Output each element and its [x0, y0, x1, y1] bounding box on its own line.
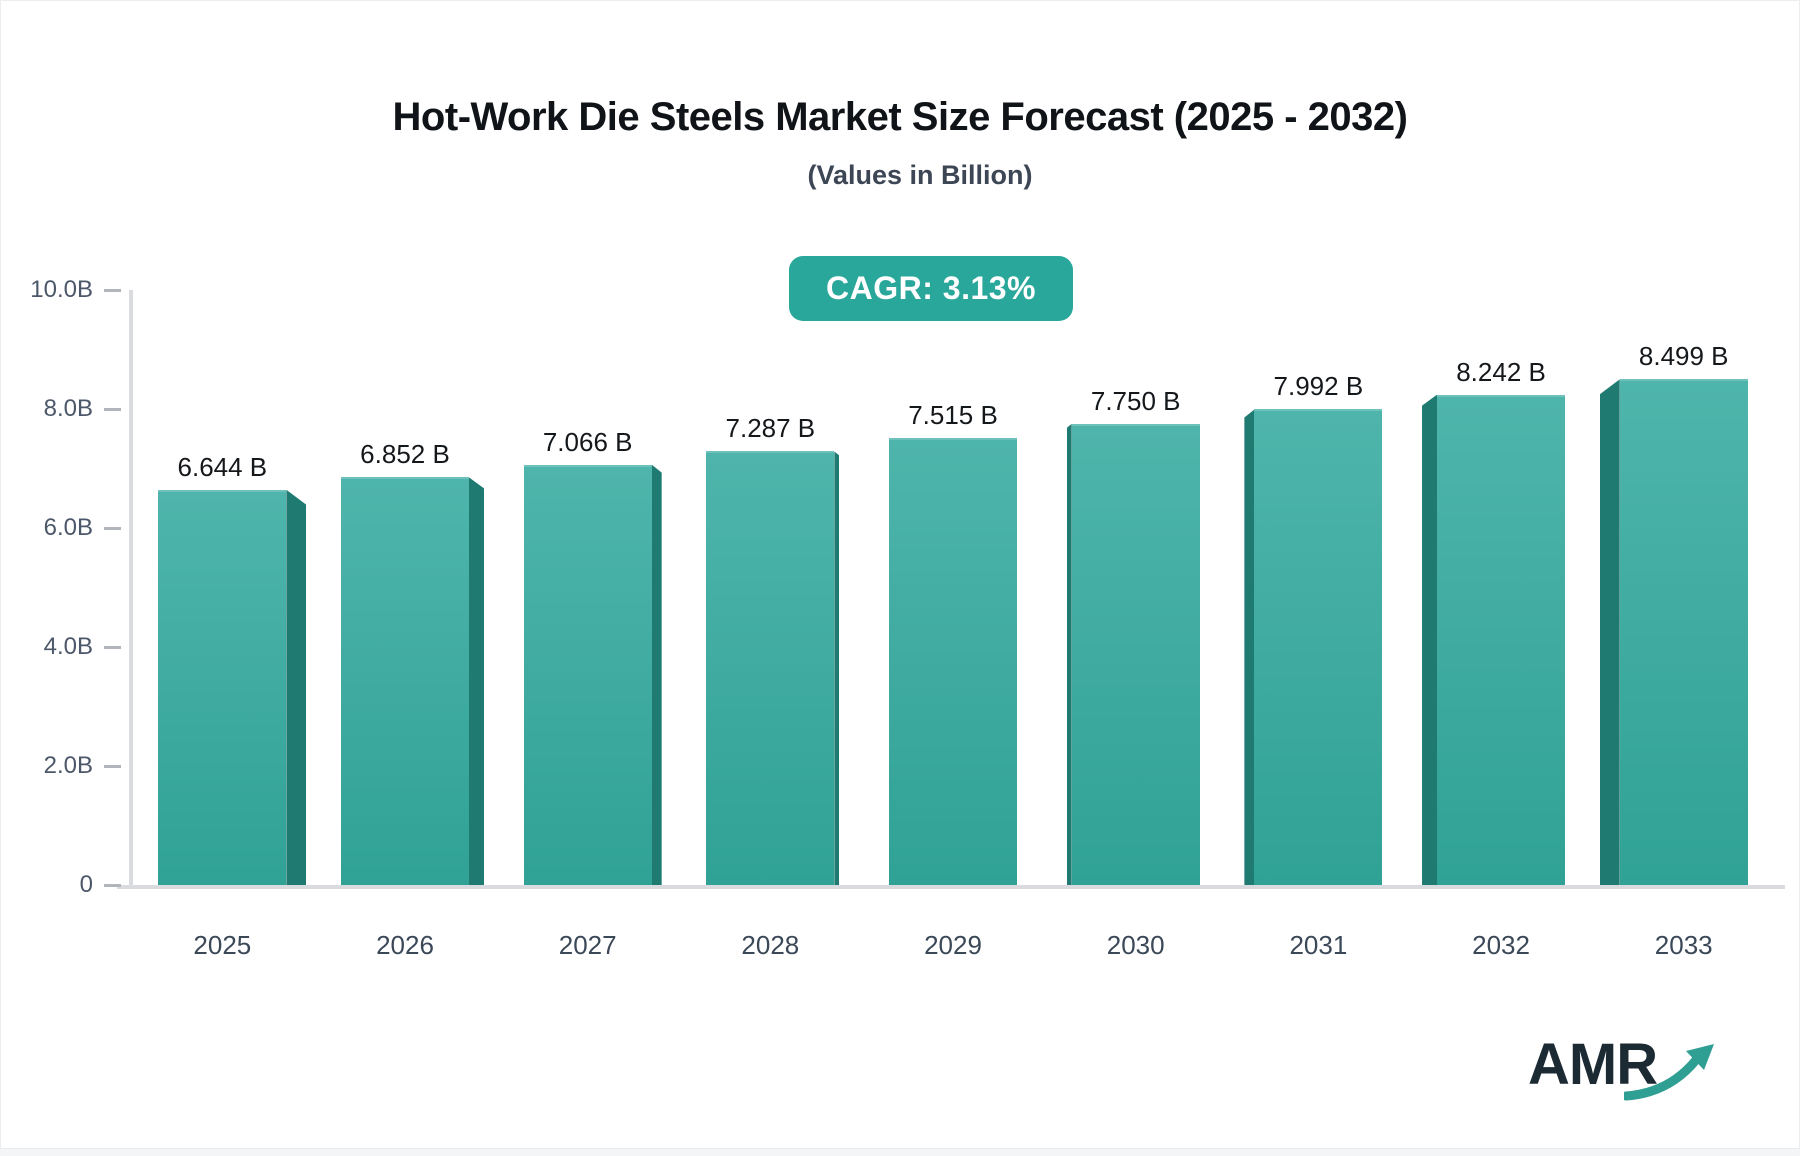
y-tick-label: 0	[79, 871, 93, 898]
y-tick-label: 2.0B	[43, 752, 93, 779]
chart-title: Hot-Work Die Steels Market Size Forecast…	[392, 95, 1408, 139]
bar-face	[523, 464, 652, 885]
bar-face	[1437, 394, 1566, 885]
bar-face	[341, 477, 469, 885]
bar-slot: 7.750 B	[1044, 290, 1227, 885]
bar-value-label: 7.515 B	[908, 399, 998, 430]
bar-side-shadow	[1066, 423, 1072, 885]
bar-2030: 7.750 B	[1066, 386, 1200, 885]
bar-slot: 7.287 B	[679, 290, 862, 885]
bar-2029: 7.515 B	[889, 400, 1018, 885]
x-tick-label-2030: 2030	[1106, 930, 1165, 960]
bar-slot: 7.515 B	[862, 290, 1045, 885]
x-tick-label-2027: 2027	[558, 930, 617, 960]
bar-2026: 6.852 B	[341, 439, 484, 885]
x-tick-label-2025: 2025	[193, 930, 252, 960]
x-tick-label-2028: 2028	[741, 930, 800, 960]
bar-face	[1254, 409, 1383, 885]
x-axis-line	[117, 885, 1785, 889]
bar-side-shadow	[469, 477, 484, 885]
y-tick-label: 10.0B	[30, 276, 93, 303]
y-axis-line	[129, 290, 133, 889]
bar-face	[158, 489, 287, 885]
bar-slot: 7.992 B	[1227, 290, 1410, 885]
bar-side-shadow	[1599, 379, 1620, 885]
x-tick-label-2026: 2026	[376, 930, 434, 960]
bar-slot: 8.242 B	[1410, 290, 1593, 885]
plot-area: 6.644 B 6.852 B 7.066 B 7.287 B 7.515 B 7.750…	[30, 276, 1785, 898]
bar-slot: 6.644 B	[131, 290, 314, 885]
y-tick-mark	[104, 765, 121, 768]
bar-value-label: 7.287 B	[725, 413, 816, 444]
bar-slot: 6.852 B	[314, 290, 497, 885]
bars-container: 6.644 B 6.852 B 7.066 B 7.287 B 7.515 B 7.750…	[131, 290, 1775, 885]
bar-2028: 7.287 B	[706, 413, 840, 885]
bar-value-label: 6.644 B	[177, 451, 268, 482]
cagr-badge: CAGR: 3.13%	[789, 256, 1073, 321]
bar-value-label: 7.066 B	[542, 426, 633, 457]
y-tick-mark	[104, 408, 121, 411]
x-tick-label-2033: 2033	[1654, 930, 1713, 960]
amr-logo: AMR	[1528, 1030, 1728, 1110]
x-tick-label-2029: 2029	[924, 930, 982, 960]
chart-subtitle: (Values in Billion)	[807, 160, 1033, 190]
bar-value-label: 8.499 B	[1638, 341, 1729, 372]
bar-face	[1071, 423, 1200, 885]
bar-2033: 8.499 B	[1599, 341, 1748, 885]
bar-side-shadow	[1422, 394, 1438, 885]
bottom-edge	[0, 1148, 1800, 1156]
bar-value-label: 7.992 B	[1273, 371, 1364, 402]
y-tick-label: 6.0B	[43, 514, 93, 541]
bar-2031: 7.992 B	[1244, 371, 1383, 885]
x-tick-label-2031: 2031	[1289, 930, 1348, 960]
y-tick-label: 4.0B	[43, 633, 93, 660]
bar-slot: 8.499 B	[1592, 290, 1775, 885]
y-tick-label: 8.0B	[43, 395, 93, 422]
y-tick-mark	[104, 884, 121, 887]
y-tick-mark	[104, 527, 121, 530]
bar-side-shadow	[286, 489, 307, 885]
bar-slot: 7.066 B	[496, 290, 679, 885]
y-tick-mark	[104, 289, 121, 292]
x-axis-labels: 2025 2026 2027 2028 2029 2030 2031 2032 2033	[131, 926, 1775, 964]
growth-arrow-icon	[1624, 1044, 1714, 1101]
bar-value-label: 7.750 B	[1090, 385, 1181, 416]
amr-logo-text: AMR	[1528, 1032, 1658, 1097]
bar-2027: 7.066 B	[523, 427, 662, 885]
bar-side-shadow	[651, 464, 662, 885]
bar-face	[889, 437, 1018, 885]
bar-face	[1619, 379, 1748, 885]
bar-value-label: 8.242 B	[1456, 356, 1546, 387]
bar-2025: 6.644 B	[158, 452, 307, 885]
bar-face	[706, 451, 835, 885]
x-tick-label-2032: 2032	[1472, 930, 1530, 960]
y-tick-mark	[104, 646, 121, 649]
bar-value-label: 6.852 B	[360, 439, 450, 470]
bar-side-shadow	[1244, 409, 1255, 885]
bar-side-shadow	[834, 451, 840, 885]
bar-2032: 8.242 B	[1422, 357, 1566, 885]
